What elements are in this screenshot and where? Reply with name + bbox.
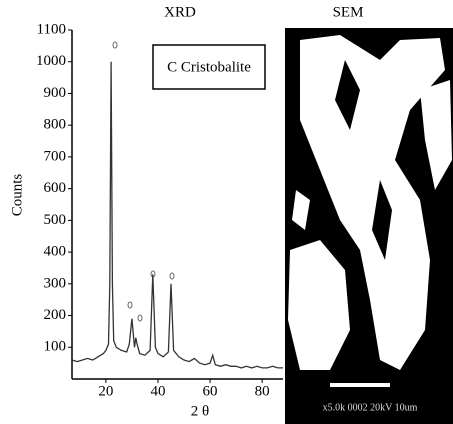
- y-tick-label: 200: [44, 307, 67, 323]
- y-tick-label: 1000: [36, 53, 66, 69]
- y-axis-label: Counts: [9, 174, 25, 217]
- y-tick-label: 400: [44, 244, 67, 260]
- x-tick-label: 20: [98, 383, 113, 399]
- annotation: C Cristobalite: [167, 59, 251, 75]
- xrd-line: [71, 61, 283, 369]
- y-tick-label: 900: [44, 85, 67, 101]
- y-tick-label: 1100: [37, 21, 66, 37]
- legend-box: [152, 44, 266, 90]
- x-axis-label: 2 θ: [191, 403, 209, 419]
- x-tick-label: 80: [255, 383, 270, 399]
- sem-title: SEM: [333, 4, 364, 20]
- y-tick-label: 300: [44, 275, 67, 291]
- chart-title: XRD: [164, 4, 196, 20]
- y-tick-label: 100: [44, 339, 67, 355]
- peak-markers: [112, 41, 175, 322]
- y-tick-label: 500: [44, 212, 67, 228]
- y-tick-label: 800: [44, 117, 67, 133]
- sem-caption: x5.0k 0002 20kV 10um: [323, 402, 418, 413]
- x-tick-label: 60: [203, 383, 218, 399]
- y-tick-label: 600: [44, 180, 67, 196]
- sem-image: [285, 28, 453, 424]
- x-tick-label: 40: [150, 383, 165, 399]
- y-tick-label: 700: [44, 148, 67, 164]
